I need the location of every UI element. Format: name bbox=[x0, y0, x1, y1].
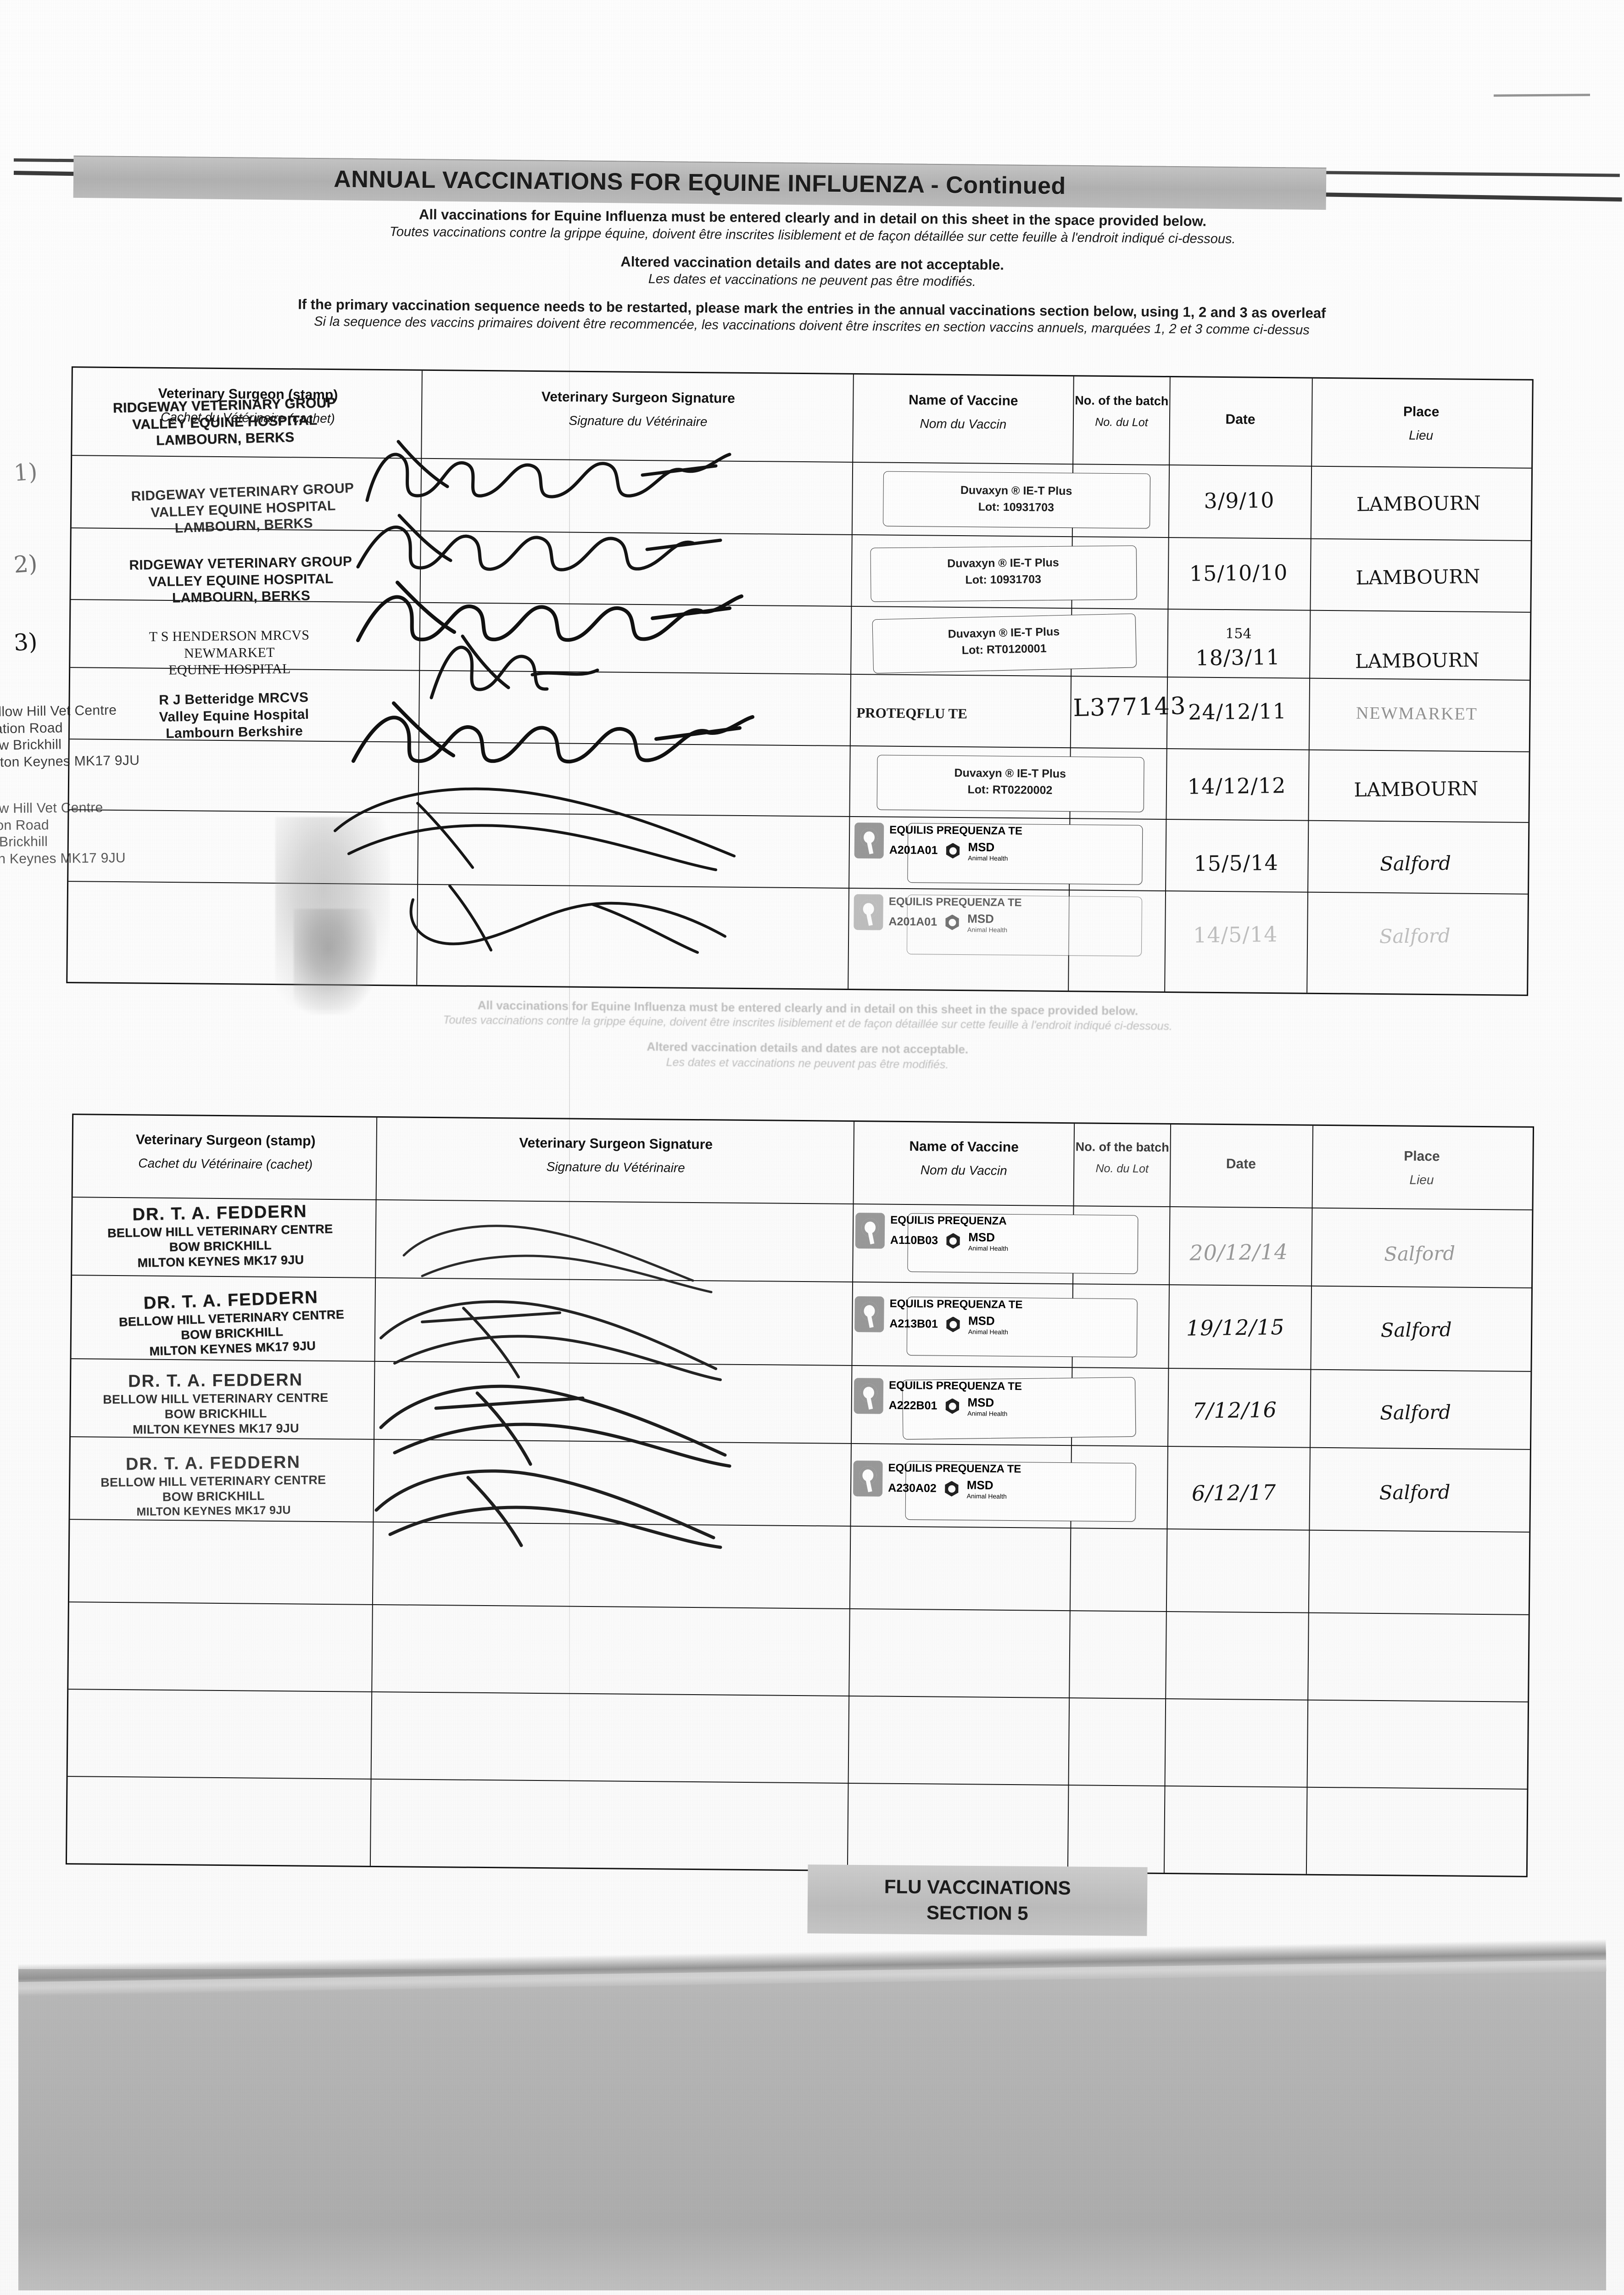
vaccine-name-row5: Duvaxyn ® IE-T Plus Lot: RT0220002 bbox=[954, 766, 1066, 797]
date-note-row3: 154 bbox=[1225, 626, 1252, 642]
margin-mark-2: 2) bbox=[13, 550, 39, 578]
msd-logo-icon bbox=[944, 1398, 960, 1414]
date-row4: 24/12/11 bbox=[1188, 699, 1287, 725]
header-place: Place Lieu bbox=[1403, 404, 1440, 442]
date-t2-row1: 20/12/14 bbox=[1189, 1239, 1289, 1265]
place-row5: LAMBOURN bbox=[1354, 777, 1479, 801]
vaccine-name-t2-row3: EQUILIS PREQUENZA TE A222B01 MSD Animal … bbox=[854, 1375, 1148, 1419]
section-label: FLU VACCINATIONS SECTION 5 bbox=[808, 1869, 1148, 1931]
stamp-t2-row1: DR. T. A. FEDDERN BELLOW HILL VETERINARY… bbox=[107, 1202, 333, 1270]
vaccine-name-t2-row2: EQUILIS PREQUENZA TE A213B01 MSD Animal … bbox=[854, 1293, 1149, 1337]
header-batch-number: No. of the batch No. du Lot bbox=[1075, 393, 1169, 429]
date-t2-row3: 7/12/16 bbox=[1192, 1397, 1278, 1423]
header-vaccine-name: Name of Vaccine Nom du Vaccin bbox=[908, 392, 1018, 431]
msd-logo-icon bbox=[944, 1481, 960, 1496]
stamp-row1: RIDGEWAY VETERINARY GROUP VALLEY EQUINE … bbox=[112, 395, 336, 448]
place-row4: NEWMARKET bbox=[1356, 703, 1478, 724]
vaccine-name-row7: EQUILIS PREQUENZA TE A201A01 MSD Animal … bbox=[854, 891, 1148, 935]
section-label-line1: FLU VACCINATIONS bbox=[884, 1875, 1071, 1899]
ink-smudge bbox=[294, 909, 376, 1014]
place-row7: Salford bbox=[1379, 924, 1451, 948]
scanner-lid-band bbox=[18, 1969, 1606, 2290]
header-batch-number: No. of the batch No. du Lot bbox=[1075, 1140, 1169, 1175]
header-surgeon-stamp: Veterinary Surgeon (stamp) Cachet du Vét… bbox=[135, 1132, 316, 1172]
header-vaccine-name: Name of Vaccine Nom du Vaccin bbox=[909, 1139, 1019, 1178]
date-row1: 3/9/10 bbox=[1204, 487, 1275, 514]
vaccine-name-t2-row1: EQUILIS PREQUENZA A110B03 MSD Animal Hea… bbox=[855, 1210, 1150, 1254]
stamp-row3: RIDGEWAY VETERINARY GROUP VALLEY EQUINE … bbox=[129, 554, 352, 606]
place-row1: LAMBOURN bbox=[1356, 492, 1481, 516]
place-row6: Salford bbox=[1379, 851, 1451, 875]
msd-logo-icon bbox=[945, 843, 960, 858]
stamp-t2-row4: DR. T. A. FEDDERN BELLOW HILL VETERINARY… bbox=[100, 1452, 326, 1519]
margin-mark-3: 3) bbox=[13, 628, 39, 656]
equilis-q-icon bbox=[853, 1460, 883, 1497]
equilis-q-icon bbox=[854, 1377, 884, 1414]
scan-artifact-tick bbox=[1493, 94, 1591, 97]
stamp-row6: Bellow Hill Vet Centre Station Road Bow … bbox=[0, 702, 140, 770]
msd-logo-icon bbox=[945, 1316, 961, 1332]
page-fold-crease bbox=[569, 193, 570, 1882]
date-row3: 18/3/11 bbox=[1195, 644, 1280, 671]
vaccine-name-t2-row4: EQUILIS PREQUENZA TE A230A02 MSD Animal … bbox=[853, 1458, 1147, 1501]
stamp-t2-row3: DR. T. A. FEDDERN BELLOW HILL VETERINARY… bbox=[103, 1370, 329, 1437]
equilis-q-icon bbox=[854, 1296, 884, 1332]
header-date: Date bbox=[1226, 1156, 1256, 1172]
faded-duplicate-instructions: All vaccinations for Equine Influenza mu… bbox=[257, 996, 1358, 1075]
vaccine-name-row4: PROTEQFLU TE bbox=[856, 705, 968, 722]
vaccine-name-row1: Duvaxyn ® IE-T Plus Lot: 10931703 bbox=[960, 484, 1072, 515]
equilis-q-icon bbox=[854, 894, 883, 930]
date-row5: 14/12/12 bbox=[1187, 773, 1286, 799]
vaccine-name-row6: EQUILIS PREQUENZA TE A201A01 MSD Animal … bbox=[854, 820, 1149, 863]
place-t2-row1: Salford bbox=[1384, 1242, 1456, 1265]
instructions-block: All vaccinations for Equine Influenza mu… bbox=[105, 203, 1519, 341]
vaccine-name-row2: Duvaxyn ® IE-T Plus Lot: 10931703 bbox=[947, 556, 1059, 587]
equilis-q-icon bbox=[854, 822, 884, 859]
date-t2-row2: 19/12/15 bbox=[1186, 1314, 1285, 1341]
batch-handwritten-row4: L377143 bbox=[1072, 692, 1187, 722]
vaccine-name-row3: Duvaxyn ® IE-T Plus Lot: RT0120001 bbox=[948, 625, 1060, 657]
stamp-row4: T S HENDERSON MRCVS NEWMARKET EQUINE HOS… bbox=[149, 627, 310, 678]
header-surgeon-signature: Veterinary Surgeon Signature Signature d… bbox=[541, 389, 735, 429]
header-place: Place Lieu bbox=[1404, 1148, 1440, 1187]
header-date: Date bbox=[1225, 412, 1256, 427]
stamp-row7: Bellow Hill Vet Centre Station Road Bow … bbox=[0, 800, 126, 867]
place-t2-row3: Salford bbox=[1379, 1400, 1451, 1424]
place-row3: LAMBOURN bbox=[1355, 649, 1480, 673]
date-row2: 15/10/10 bbox=[1189, 560, 1288, 586]
margin-mark-1: 1) bbox=[13, 458, 39, 487]
place-t2-row2: Salford bbox=[1380, 1318, 1452, 1342]
stamp-t2-row2: DR. T. A. FEDDERN BELLOW HILL VETERINARY… bbox=[118, 1287, 345, 1359]
place-t2-row4: Salford bbox=[1379, 1480, 1451, 1504]
msd-logo-icon bbox=[945, 1233, 961, 1248]
msd-logo-icon bbox=[944, 914, 960, 930]
date-row7: 14/5/14 bbox=[1193, 922, 1278, 948]
place-row2: LAMBOURN bbox=[1356, 565, 1480, 589]
header-surgeon-signature: Veterinary Surgeon Signature Signature d… bbox=[519, 1135, 713, 1175]
date-t2-row4: 6/12/17 bbox=[1191, 1480, 1277, 1506]
section-label-line2: SECTION 5 bbox=[926, 1902, 1028, 1924]
equilis-q-icon bbox=[855, 1212, 885, 1249]
date-row6: 15/5/14 bbox=[1194, 850, 1279, 876]
